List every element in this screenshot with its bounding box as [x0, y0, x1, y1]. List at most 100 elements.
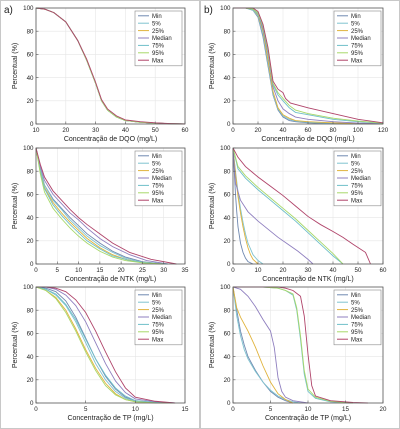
legend-label: 25%	[351, 169, 364, 175]
y-tick-label: 60	[224, 331, 231, 338]
legend-label: 5%	[152, 300, 161, 306]
y-tick-label: 40	[224, 75, 231, 82]
x-tick-label: 30	[160, 267, 167, 274]
x-tick-label: 20	[118, 267, 125, 274]
series-line-b-ntk-3	[232, 147, 314, 265]
x-tick-label: 40	[330, 267, 337, 274]
x-tick-label: 25	[139, 267, 146, 274]
x-tick-label: 60	[380, 267, 387, 274]
y-tick-label: 100	[220, 5, 231, 12]
legend-label: Min	[152, 154, 162, 160]
series-line-b-dqo-6	[233, 7, 384, 124]
legend-label: 95%	[351, 191, 364, 197]
legend-label: Median	[152, 315, 172, 321]
x-tick-label: 10	[33, 127, 40, 134]
legend-label: Max	[351, 337, 362, 343]
x-tick-label: 15	[342, 406, 349, 413]
x-tick-label: 0	[34, 267, 38, 274]
x-tick-label: 0	[231, 406, 235, 413]
series-line-b-tp-0	[232, 286, 294, 404]
chart-b-tp: 0 5 10 15 20 0 20 40 60 80 100 Concentração de TP (…	[209, 284, 387, 422]
series-line-b-dqo-5	[233, 7, 384, 124]
series-line-b-tp-3	[232, 286, 309, 404]
x-axis-label: Concentração de DQO (mg/L)	[64, 136, 157, 143]
x-tick-label: 50	[355, 267, 362, 274]
legend-label: Median	[351, 315, 371, 321]
series-line-a-ntk-5	[35, 147, 164, 265]
x-tick-label: 10	[75, 267, 82, 274]
y-tick-label: 80	[27, 28, 34, 35]
y-tick-label: 40	[224, 354, 231, 361]
legend-label: Median	[152, 176, 172, 182]
legend-label: Max	[152, 58, 163, 64]
x-axis-label: Concentração de NTK (mg/L)	[262, 276, 353, 283]
y-tick-label: 0	[227, 121, 231, 128]
y-tick-label: 80	[224, 307, 231, 314]
y-tick-label: 100	[23, 5, 34, 12]
chart-b-ntk: 0 10 20 30 40 50 60 0 20 40 60 80 100 Concentração de…	[209, 145, 387, 283]
series-line-b-ntk-0	[232, 147, 254, 265]
x-tick-label: 5	[56, 267, 60, 274]
series-line-a-dqo-6	[35, 7, 186, 125]
series-line-b-tp-2	[232, 286, 294, 404]
x-tick-label: 10	[305, 406, 312, 413]
legend-label: 75%	[152, 323, 165, 329]
x-tick-label: 10	[255, 267, 262, 274]
series-line-a-tp-3	[36, 286, 176, 404]
y-tick-label: 40	[27, 75, 34, 82]
x-tick-label: 0	[34, 406, 38, 413]
y-axis-label: Percentual (%)	[12, 183, 19, 229]
legend-label: Max	[351, 198, 362, 204]
y-tick-label: 20	[27, 238, 34, 245]
series-line-a-ntk-6	[35, 147, 177, 265]
legend-label: Median	[351, 36, 371, 42]
y-tick-label: 40	[27, 354, 34, 361]
y-tick-label: 100	[23, 284, 34, 291]
series-line-a-ntk-1	[35, 147, 164, 265]
x-tick-label: 0	[231, 267, 235, 274]
legend-label: 5%	[351, 300, 360, 306]
y-tick-label: 20	[224, 98, 231, 105]
x-tick-label: 5	[84, 406, 88, 413]
y-tick-label: 0	[227, 400, 231, 407]
chart-a-ntk: 0 5 10 15 20 25 30 35 0 20 40 60 80 100 Concentração d…	[12, 145, 189, 283]
plot-frame	[35, 147, 186, 265]
y-tick-label: 60	[224, 52, 231, 59]
x-tick-label: 120	[378, 127, 389, 134]
y-tick-label: 20	[224, 377, 231, 384]
legend-label: 25%	[351, 29, 364, 35]
legend-label: 5%	[351, 161, 360, 167]
x-tick-label: 30	[92, 127, 99, 134]
legend-label: Min	[152, 293, 162, 299]
legend-label: 75%	[351, 184, 364, 190]
y-tick-label: 100	[220, 145, 231, 152]
y-tick-label: 60	[27, 331, 34, 338]
x-tick-label: 20	[380, 406, 387, 413]
x-tick-label: 20	[62, 127, 69, 134]
y-tick-label: 20	[224, 238, 231, 245]
legend-label: 5%	[152, 21, 161, 27]
series-line-b-tp-5	[233, 286, 354, 404]
y-tick-label: 0	[30, 261, 34, 268]
chart-b-dqo: 0 20 40 60 80 100 120 0 20 40 60 80 100 Concentração …	[209, 5, 389, 143]
y-tick-label: 0	[30, 121, 34, 128]
y-tick-label: 40	[224, 215, 231, 222]
y-axis-label: Percentual (%)	[12, 322, 19, 368]
legend-label: 75%	[152, 44, 165, 50]
legend-label: 75%	[351, 323, 364, 329]
legend-label: Max	[152, 198, 163, 204]
legend-label: 25%	[152, 308, 165, 314]
x-tick-label: 30	[305, 267, 312, 274]
y-tick-label: 20	[27, 377, 34, 384]
legend-label: 95%	[351, 330, 364, 336]
x-tick-label: 60	[182, 127, 189, 134]
y-tick-label: 40	[27, 215, 34, 222]
x-tick-label: 20	[255, 127, 262, 134]
y-axis-label: Percentual (%)	[12, 43, 19, 89]
x-tick-label: 20	[280, 267, 287, 274]
